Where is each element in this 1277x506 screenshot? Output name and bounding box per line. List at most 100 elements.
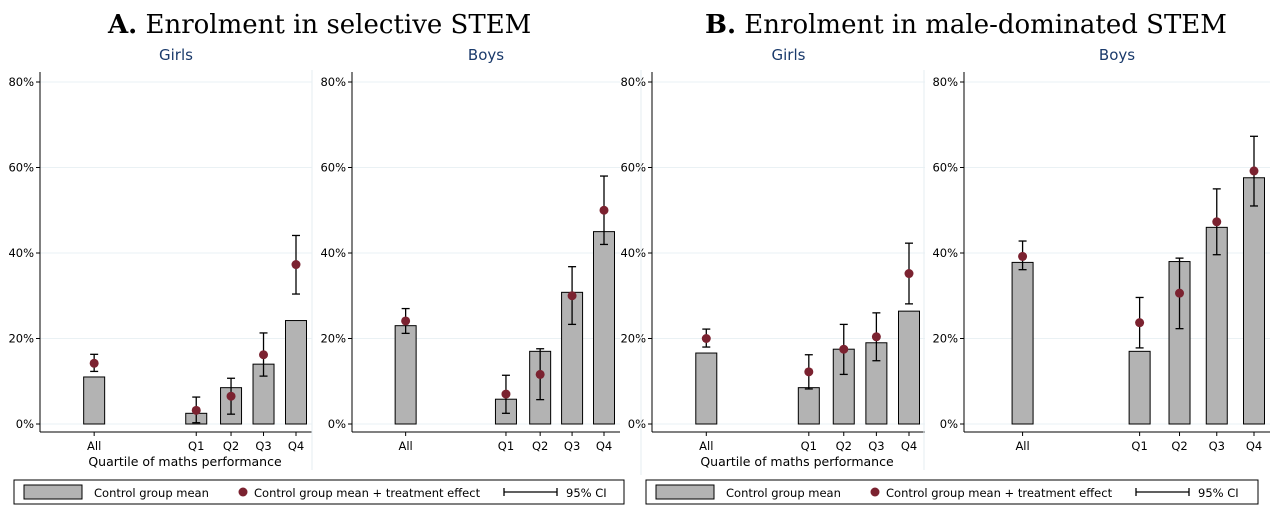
x-tick-label-q2: Q2: [836, 439, 852, 453]
dot-q4: [1249, 166, 1259, 176]
dot-q4: [904, 269, 914, 279]
facet-a-boys: Boys 0% 20% 40% 60% 80% All Q1 Q2 Q3 Q4: [311, 46, 620, 470]
facet-title: Boys: [468, 46, 504, 64]
x-tick-label-q1: Q1: [498, 439, 514, 453]
x-tick-label-all: All: [1015, 439, 1029, 453]
facet-a-girls: Girls 0% 20% 40% 60% 80% All Q1 Q2 Q3 Q4 Quartile o…: [8, 46, 312, 469]
bar-q4: [285, 320, 307, 425]
facet-title: Girls: [772, 46, 806, 64]
dot-q2: [1175, 288, 1185, 298]
dot-q3: [259, 350, 269, 360]
legend-ci-label: 95% CI: [566, 486, 607, 500]
facet-title: Boys: [1099, 46, 1135, 64]
legend-bar-swatch: [655, 484, 715, 500]
y-tick-label: 0%: [940, 417, 958, 431]
y-tick-label: 40%: [8, 246, 34, 260]
bar-q3: [1205, 226, 1228, 425]
y-tick-label: 40%: [932, 246, 958, 260]
y-tick-label: 0%: [328, 417, 346, 431]
dot-q3: [567, 291, 577, 301]
y-tick-label: 60%: [320, 161, 346, 175]
legend-panel-b: Control group mean Control group mean + t…: [645, 479, 1259, 505]
x-tick-label-q4: Q4: [901, 439, 917, 453]
legend-dot-swatch: [238, 487, 248, 497]
x-tick-label-q4: Q4: [288, 439, 304, 453]
x-tick-label-q2: Q2: [223, 439, 239, 453]
facet-title: Girls: [159, 46, 193, 64]
x-tick-label-all: All: [699, 439, 713, 453]
bar-q4: [898, 310, 920, 425]
y-tick-label: 20%: [620, 332, 646, 346]
dot-q1: [1135, 318, 1145, 328]
panel-a-letter: A.: [108, 10, 138, 40]
panel-b-letter: B.: [705, 10, 737, 40]
dot-q1: [191, 405, 201, 415]
panel-a-title-text: Enrolment in selective STEM: [145, 10, 532, 40]
bar-q4: [1243, 177, 1265, 425]
x-tick-label-q1: Q1: [1131, 439, 1147, 453]
y-tick-label: 80%: [320, 75, 346, 89]
facet-b-girls: Girls 0% 20% 40% 60% 80% All Q1 Q2 Q3 Q4 Quartile o…: [620, 46, 925, 469]
y-tick-label: 0%: [628, 417, 646, 431]
x-tick-label-q3: Q3: [564, 439, 580, 453]
bar-q4: [593, 231, 615, 425]
legend-ci-label: 95% CI: [1198, 486, 1239, 500]
dot-q4: [599, 205, 609, 215]
dot-q3: [871, 332, 881, 342]
x-tick-label-q3: Q3: [1209, 439, 1225, 453]
x-tick-label-q2: Q2: [532, 439, 548, 453]
bar-q1: [1128, 350, 1151, 425]
dot-q2: [226, 391, 236, 401]
x-tick-label-q3: Q3: [868, 439, 884, 453]
y-tick-label: 40%: [320, 246, 346, 260]
y-tick-label: 0%: [16, 417, 34, 431]
panel-b-title: B. Enrolment in male-dominated STEM: [705, 10, 1227, 40]
x-tick-label-q1: Q1: [188, 439, 204, 453]
dot-q2: [535, 369, 545, 379]
facet-b-boys: Boys 0% 20% 40% 60% 80% All Q1 Q2 Q3 Q4: [923, 46, 1270, 470]
y-tick-label: 80%: [620, 75, 646, 89]
y-tick-label: 80%: [932, 75, 958, 89]
dot-q3: [1212, 217, 1222, 227]
x-tick-label-q3: Q3: [255, 439, 271, 453]
x-tick-label-q2: Q2: [1171, 439, 1187, 453]
y-tick-label: 40%: [620, 246, 646, 260]
y-tick-label: 20%: [932, 332, 958, 346]
x-tick-label-q1: Q1: [801, 439, 817, 453]
panel-b-title-text: Enrolment in male-dominated STEM: [744, 10, 1227, 40]
y-tick-label: 20%: [320, 332, 346, 346]
bar-all: [1011, 261, 1034, 425]
legend-panel-a: Control group mean Control group mean + t…: [13, 479, 625, 505]
y-tick-label: 60%: [620, 161, 646, 175]
legend-dot-label: Control group mean + treatment effect: [886, 486, 1113, 500]
bar-q1: [797, 387, 820, 425]
bar-all: [695, 352, 718, 425]
y-tick-label: 20%: [8, 332, 34, 346]
x-tick-label-q4: Q4: [596, 439, 612, 453]
dot-q1: [501, 389, 511, 399]
dot-all: [701, 334, 711, 343]
x-tick-label-all: All: [87, 439, 101, 453]
legend-dot-swatch: [870, 487, 880, 497]
panel-a-title: A. Enrolment in selective STEM: [108, 10, 531, 40]
x-tick-label-q4: Q4: [1246, 439, 1262, 453]
dot-q2: [839, 344, 849, 354]
dot-all: [89, 358, 99, 368]
y-tick-label: 60%: [932, 161, 958, 175]
x-axis-label: Quartile of maths performance: [88, 454, 282, 469]
dot-q4: [291, 260, 301, 270]
x-tick-label-all: All: [399, 439, 413, 453]
dot-all: [1018, 251, 1028, 261]
legend-dot-label: Control group mean + treatment effect: [254, 486, 481, 500]
dot-all: [401, 316, 411, 326]
legend-bar-label: Control group mean: [726, 486, 841, 500]
legend-bar-label: Control group mean: [94, 486, 209, 500]
y-tick-label: 60%: [8, 161, 34, 175]
bar-all: [394, 325, 417, 425]
bar-all: [83, 376, 106, 425]
dot-q1: [804, 367, 814, 377]
legend-bar-swatch: [23, 484, 83, 500]
y-tick-label: 80%: [8, 75, 34, 89]
x-axis-label: Quartile of maths performance: [700, 454, 894, 469]
